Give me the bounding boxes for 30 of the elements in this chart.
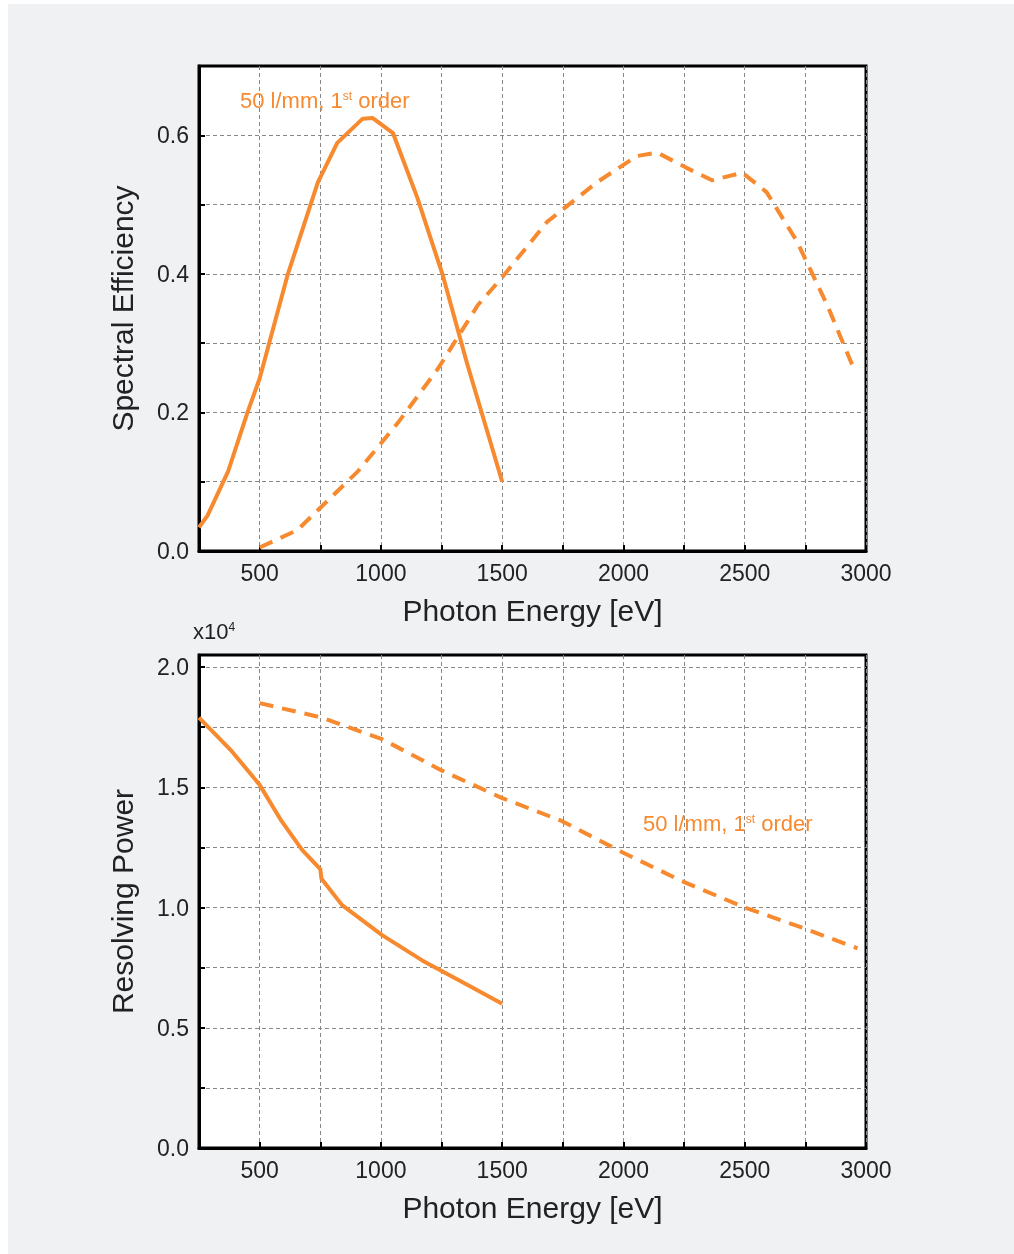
y-tick-label: 0.0 — [157, 1135, 189, 1161]
x-tick-label: 2500 — [719, 559, 771, 586]
y-tick-label: 0.6 — [157, 122, 189, 149]
x-tick-label: 1500 — [476, 559, 528, 586]
x-tick-label: 2000 — [597, 1156, 650, 1183]
x-tick-label: 2500 — [719, 1156, 771, 1183]
x-axis-title: Photon Energy [eV] — [402, 593, 663, 627]
line-series — [197, 715, 505, 1006]
x-tick-label: 3000 — [840, 1156, 892, 1183]
x-tick-label: 500 — [240, 559, 279, 586]
text: x10$^{4}$ — [193, 619, 236, 645]
line-series — [257, 701, 860, 951]
y-tick-label: 2.0 — [157, 654, 189, 681]
y-tick-label: 1.5 — [157, 774, 189, 801]
y-tick-label: 0.5 — [157, 1014, 189, 1041]
x-tick-label: 500 — [240, 1156, 279, 1183]
annotation: 50 l/mm, 1$^{st}$ order — [643, 811, 813, 837]
x-tick-label: 3000 — [840, 559, 892, 586]
x-tick-label: 2000 — [597, 559, 650, 586]
y-axis-title: Resolving Power — [105, 788, 139, 1015]
x-axis-title: Photon Energy [eV] — [402, 1190, 663, 1224]
x-tick-label: 1000 — [355, 559, 407, 586]
annotation: 50 l/mm, 1$^{st}$ order — [240, 88, 410, 114]
y-tick-label: 0.4 — [157, 260, 190, 287]
y-tick-label: 0.0 — [157, 538, 189, 564]
y-tick-label: 1.0 — [157, 894, 189, 921]
y-tick-label: 0.2 — [157, 399, 189, 426]
x-tick-label: 1500 — [476, 1156, 528, 1183]
y-axis-title: Spectral Efficiency — [105, 185, 139, 432]
x-tick-label: 1000 — [355, 1156, 407, 1183]
